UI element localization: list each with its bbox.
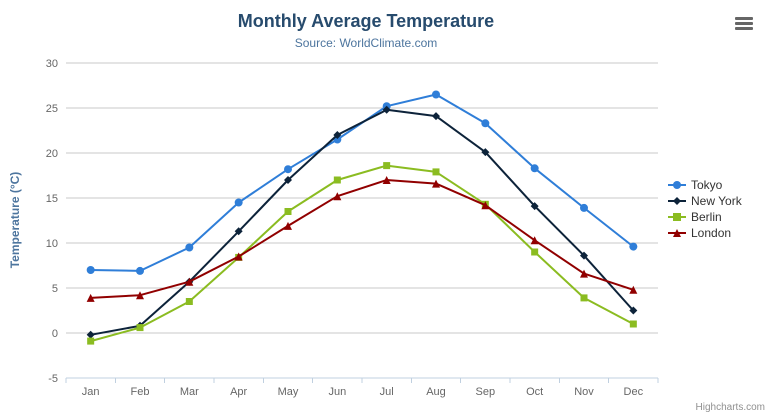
point-london-nov[interactable] — [580, 269, 588, 278]
x-tick-label: Dec — [624, 386, 644, 398]
point-new-york-sep[interactable] — [481, 148, 490, 157]
hamburger-icon — [735, 17, 753, 20]
point-tokyo-feb[interactable] — [136, 266, 144, 275]
x-tick-label: Feb — [131, 386, 150, 398]
point-new-york-aug[interactable] — [432, 112, 440, 121]
series-line-berlin[interactable] — [89, 164, 635, 343]
point-berlin-dec[interactable] — [629, 320, 637, 328]
point-london-oct[interactable] — [530, 236, 539, 245]
point-london-jun[interactable] — [333, 192, 342, 201]
hamburger-icon — [735, 27, 753, 30]
point-london-feb[interactable] — [136, 291, 144, 300]
point-new-york-jan[interactable] — [86, 330, 95, 339]
point-london-apr[interactable] — [234, 252, 243, 261]
point-tokyo-nov[interactable] — [580, 203, 588, 212]
legend-item-new-york[interactable]: New York — [668, 193, 742, 208]
point-berlin-mar[interactable] — [185, 298, 193, 305]
point-berlin-jul[interactable] — [383, 162, 391, 170]
point-new-york-jul[interactable] — [382, 105, 391, 114]
x-tick-label: Jul — [380, 386, 394, 398]
point-new-york-may[interactable] — [284, 176, 292, 184]
y-tick-label: 10 — [46, 238, 58, 250]
point-new-york-jun[interactable] — [333, 131, 342, 139]
series-line-new-york[interactable] — [89, 108, 635, 336]
x-tick-label: Aug — [426, 386, 446, 398]
point-berlin-jun[interactable] — [333, 176, 341, 184]
point-london-may[interactable] — [284, 221, 292, 230]
point-tokyo-mar[interactable] — [185, 243, 194, 252]
point-berlin-oct[interactable] — [531, 248, 539, 256]
series-line-tokyo[interactable] — [89, 93, 635, 272]
y-tick-label: 0 — [52, 328, 58, 340]
point-new-york-nov[interactable] — [580, 251, 588, 260]
point-new-york-oct[interactable] — [530, 202, 539, 211]
berlin-legend-marker-icon — [668, 212, 686, 221]
point-london-sep[interactable] — [481, 201, 490, 210]
series-line-london[interactable] — [89, 179, 635, 299]
point-london-aug[interactable] — [432, 179, 440, 188]
x-tick-label: Jan — [82, 386, 100, 398]
y-tick-label: 20 — [46, 148, 58, 160]
y-tick-label: 25 — [46, 103, 58, 115]
tokyo-legend-marker-icon — [668, 180, 686, 189]
point-tokyo-jan[interactable] — [86, 266, 95, 274]
point-tokyo-dec[interactable] — [629, 242, 638, 251]
point-london-dec[interactable] — [629, 285, 638, 294]
legend-label-tokyo: Tokyo — [691, 177, 723, 192]
x-tick-label: Mar — [180, 386, 199, 398]
point-tokyo-oct[interactable] — [530, 164, 539, 173]
y-axis-title: Temperature (°C) — [8, 171, 22, 269]
point-berlin-may[interactable] — [284, 208, 292, 215]
legend-item-london[interactable]: London — [668, 225, 742, 240]
point-berlin-jan[interactable] — [87, 337, 95, 345]
point-tokyo-may[interactable] — [284, 165, 292, 174]
legend: Tokyo New York Berlin London — [668, 177, 742, 240]
chart-subtitle: Source: WorldClimate.com — [294, 36, 438, 50]
y-tick-label: 15 — [46, 193, 58, 205]
point-berlin-feb[interactable] — [136, 324, 144, 332]
point-tokyo-aug[interactable] — [432, 90, 440, 99]
credits-link[interactable]: Highcharts.com — [695, 402, 765, 413]
x-tick-label: May — [278, 386, 299, 398]
legend-label-london: London — [691, 225, 732, 240]
new-york-legend-marker-icon — [668, 196, 686, 205]
y-tick-label: 30 — [46, 58, 58, 70]
x-tick-label: Jun — [328, 386, 346, 398]
x-tick-label: Apr — [230, 386, 247, 398]
x-tick-label: Sep — [476, 386, 496, 398]
chart-context-menu-button[interactable] — [735, 17, 753, 30]
legend-item-tokyo[interactable]: Tokyo — [668, 177, 742, 192]
chart-title: Monthly Average Temperature — [237, 11, 495, 31]
point-london-jan[interactable] — [86, 293, 95, 302]
legend-item-berlin[interactable]: Berlin — [668, 209, 742, 224]
point-berlin-nov[interactable] — [580, 294, 588, 302]
x-tick-label: Nov — [574, 386, 594, 398]
legend-label-new-york: New York — [691, 193, 742, 208]
point-london-jul[interactable] — [382, 176, 391, 184]
london-legend-marker-icon — [668, 228, 686, 237]
point-berlin-aug[interactable] — [432, 168, 440, 176]
hamburger-icon — [735, 22, 753, 25]
x-tick-label: Oct — [526, 386, 543, 398]
point-london-mar[interactable] — [185, 277, 194, 286]
point-new-york-dec[interactable] — [629, 306, 638, 315]
y-tick-label: -5 — [48, 373, 58, 385]
y-tick-label: 5 — [52, 283, 58, 295]
point-tokyo-sep[interactable] — [481, 119, 490, 128]
point-new-york-apr[interactable] — [234, 227, 243, 236]
point-tokyo-apr[interactable] — [234, 198, 243, 207]
legend-label-berlin: Berlin — [691, 209, 722, 224]
